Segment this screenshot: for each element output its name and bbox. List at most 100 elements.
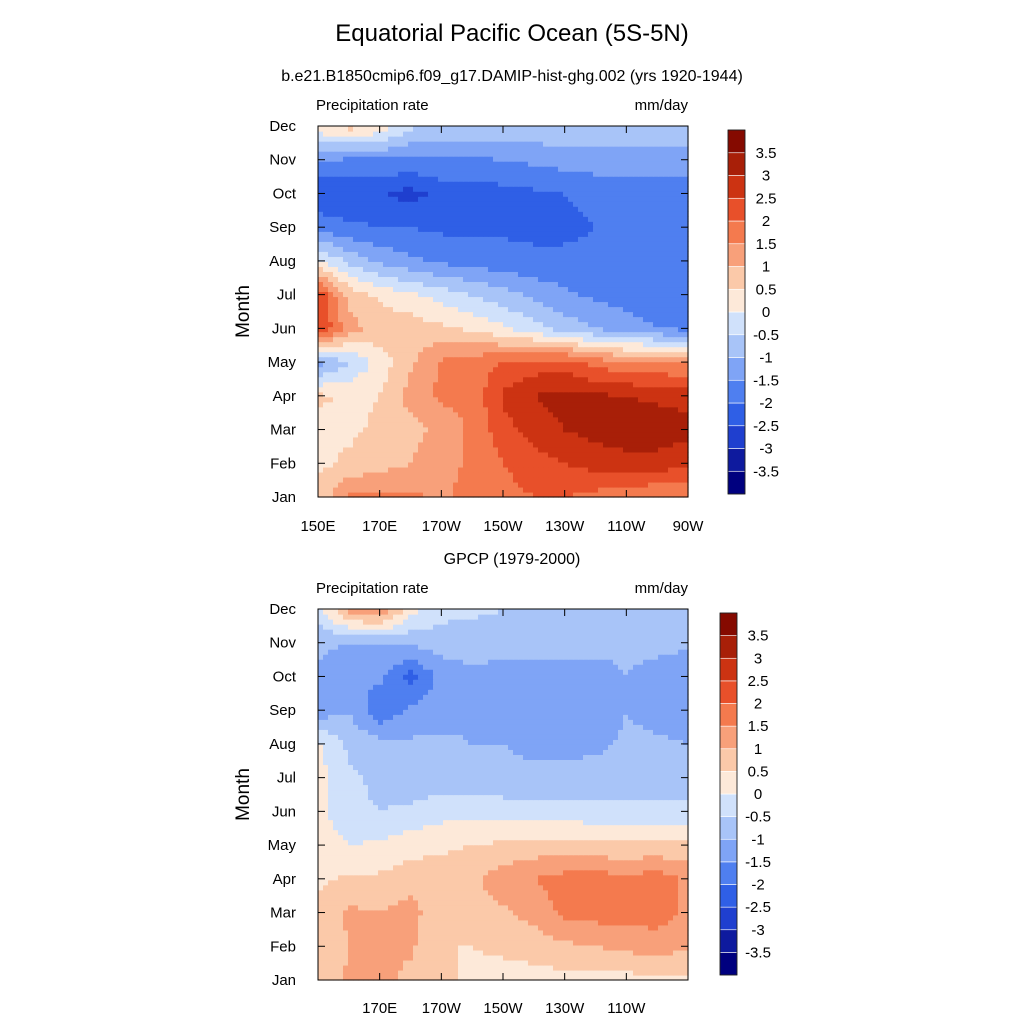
heatmap-cell xyxy=(683,166,689,172)
heatmap-cell xyxy=(583,241,589,247)
heatmap-cell xyxy=(323,241,329,247)
heatmap-cell xyxy=(378,306,384,313)
heatmap-cell xyxy=(408,176,414,182)
heatmap-cell xyxy=(473,351,479,358)
heatmap-cell xyxy=(618,266,624,272)
heatmap-field xyxy=(318,126,689,498)
heatmap-cell xyxy=(523,246,529,252)
heatmap-cell xyxy=(438,176,444,182)
heatmap-cell xyxy=(478,331,484,338)
heatmap-cell xyxy=(663,421,669,428)
heatmap-cell xyxy=(618,291,624,298)
heatmap-cell xyxy=(673,196,679,202)
heatmap-cell xyxy=(518,321,524,328)
heatmap-cell xyxy=(563,221,569,227)
heatmap-cell xyxy=(648,311,654,318)
heatmap-cell xyxy=(388,476,394,483)
heatmap-cell xyxy=(343,241,349,247)
heatmap-cell xyxy=(533,376,539,383)
heatmap-cell xyxy=(588,356,594,363)
heatmap-cell xyxy=(458,481,464,488)
heatmap-cell xyxy=(648,381,654,388)
heatmap-cell xyxy=(623,436,629,443)
heatmap-cell xyxy=(658,321,664,328)
heatmap-cell xyxy=(403,266,409,272)
heatmap-cell xyxy=(493,216,499,222)
heatmap-cell xyxy=(333,481,339,488)
heatmap-cell xyxy=(578,486,584,493)
heatmap-cell xyxy=(438,191,444,197)
heatmap-cell xyxy=(368,316,374,323)
heatmap-cell xyxy=(448,191,454,197)
heatmap-cell xyxy=(328,351,334,358)
heatmap-cell xyxy=(513,211,519,217)
heatmap-cell xyxy=(373,421,379,428)
heatmap-cell xyxy=(528,481,534,488)
heatmap-cell xyxy=(418,251,424,257)
heatmap-cell xyxy=(593,391,599,398)
heatmap-cell xyxy=(373,351,379,358)
heatmap-cell xyxy=(368,226,374,232)
heatmap-cell xyxy=(438,341,444,348)
heatmap-cell xyxy=(523,346,529,353)
heatmap-cell xyxy=(583,446,589,453)
heatmap-cell xyxy=(638,381,644,388)
heatmap-cell xyxy=(323,271,329,277)
heatmap-cell xyxy=(628,391,634,398)
heatmap-cell xyxy=(438,451,444,458)
heatmap-cell xyxy=(413,371,419,378)
heatmap-cell xyxy=(468,176,474,182)
heatmap-cell xyxy=(508,221,514,227)
heatmap-cell xyxy=(548,306,554,313)
heatmap-cell xyxy=(653,246,659,252)
heatmap-cell xyxy=(353,451,359,458)
heatmap-cell xyxy=(393,426,399,433)
heatmap-cell xyxy=(678,396,684,403)
heatmap-cell xyxy=(458,446,464,453)
heatmap-cell xyxy=(633,406,639,413)
heatmap-cell xyxy=(388,326,394,333)
heatmap-cell xyxy=(528,336,534,343)
heatmap-cell xyxy=(603,236,609,242)
heatmap-cell xyxy=(573,216,579,222)
heatmap-cell xyxy=(613,281,619,288)
heatmap-cell xyxy=(583,191,589,197)
heatmap-cell xyxy=(438,456,444,463)
heatmap-cell xyxy=(643,381,649,388)
heatmap-cell xyxy=(318,466,324,473)
heatmap-cell xyxy=(478,286,484,293)
heatmap-cell xyxy=(423,206,429,212)
heatmap-cell xyxy=(453,471,459,478)
heatmap-cell xyxy=(598,346,604,353)
heatmap-cell xyxy=(408,251,414,257)
heatmap-cell xyxy=(463,476,469,483)
heatmap-cell xyxy=(663,446,669,453)
heatmap-cell xyxy=(658,256,664,262)
heatmap-cell xyxy=(428,306,434,313)
heatmap-cell xyxy=(683,476,689,483)
heatmap-cell xyxy=(448,301,454,308)
heatmap-cell xyxy=(508,486,514,493)
heatmap-cell xyxy=(573,286,579,293)
heatmap-cell xyxy=(578,396,584,403)
heatmap-cell xyxy=(568,451,574,458)
heatmap-cell xyxy=(423,396,429,403)
heatmap-cell xyxy=(423,291,429,298)
heatmap-cell xyxy=(393,201,399,207)
heatmap-cell xyxy=(478,471,484,478)
heatmap-cell xyxy=(508,456,514,463)
heatmap-cell xyxy=(648,441,654,448)
heatmap-cell xyxy=(463,266,469,272)
heatmap-cell xyxy=(668,386,674,393)
heatmap-cell xyxy=(538,231,544,237)
heatmap-cell xyxy=(503,391,509,398)
heatmap-cell xyxy=(323,301,329,308)
heatmap-cell xyxy=(503,191,509,197)
heatmap-cell xyxy=(478,311,484,318)
heatmap-cell xyxy=(318,391,324,398)
heatmap-cell xyxy=(668,336,674,343)
heatmap-cell xyxy=(573,186,579,192)
heatmap-cell xyxy=(368,271,374,277)
heatmap-cell xyxy=(373,321,379,328)
heatmap-cell xyxy=(413,466,419,473)
